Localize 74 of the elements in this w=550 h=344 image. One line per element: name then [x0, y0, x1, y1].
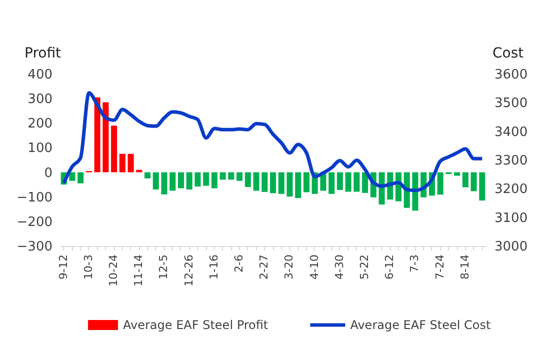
x-tick-label: 2-6 [232, 254, 246, 272]
y-tick-label: −200 [16, 214, 52, 230]
y-axis-title: Profit [24, 46, 62, 62]
y2-tick-label: 3200 [494, 182, 528, 198]
x-tick-label: 12-26 [182, 254, 196, 286]
bar [270, 172, 276, 194]
y-tick-label: −100 [16, 190, 52, 206]
x-tick-label: 11-14 [132, 254, 146, 286]
bar [253, 172, 260, 191]
x-tick-label: 8-14 [458, 254, 472, 280]
y-tick-label: 300 [28, 92, 52, 108]
x-tick-label: 4-30 [332, 254, 346, 280]
y2-tick-label: 3100 [494, 210, 528, 226]
bar [161, 172, 168, 194]
y2-tick-label: 3500 [494, 96, 528, 112]
bar [295, 172, 302, 198]
y-tick-label: 200 [28, 116, 52, 132]
bar [236, 172, 243, 181]
bar [194, 172, 201, 187]
x-tick-label: 3-20 [282, 254, 296, 280]
bar [328, 172, 335, 194]
x-tick-label: 2-27 [258, 254, 271, 280]
bar [186, 172, 192, 190]
bar [228, 172, 234, 180]
bar [203, 172, 210, 186]
bar [336, 172, 343, 190]
y2-tick-label: 3300 [494, 154, 528, 168]
bar [136, 170, 142, 172]
bar [69, 172, 76, 181]
bar [303, 172, 310, 192]
y-tick-label: 400 [28, 68, 52, 82]
bar [128, 154, 134, 172]
bar [78, 172, 84, 184]
bar [345, 172, 352, 192]
bar [278, 172, 284, 194]
bar [152, 172, 159, 190]
bar [286, 172, 293, 197]
x-tick-label: 5-22 [358, 254, 372, 280]
bar [262, 172, 268, 192]
bar [94, 97, 100, 172]
bar [170, 172, 176, 191]
x-tick-label: 9-12 [56, 254, 70, 280]
bar [220, 172, 226, 180]
legend-label: Average EAF Steel Cost [350, 318, 492, 332]
bar [479, 172, 486, 201]
x-tick-label: 7-3 [408, 254, 422, 272]
bar [211, 172, 218, 188]
bar [437, 172, 444, 195]
bar [119, 154, 126, 172]
y-tick-label: −300 [16, 240, 52, 254]
y-tick-label: 0 [44, 166, 52, 181]
bar [354, 172, 360, 192]
bar [102, 102, 109, 172]
bar [470, 172, 477, 192]
bar [244, 172, 251, 188]
bar [178, 172, 184, 188]
x-tick-label: 7-24 [433, 254, 446, 280]
x-tick-label: 4-10 [308, 254, 321, 280]
y2-tick-label: 3000 [494, 240, 528, 254]
legend-label: Average EAF Steel Profit [123, 318, 268, 332]
y2-tick-label: 3600 [494, 68, 528, 82]
x-tick-label: 6-12 [383, 254, 396, 280]
bar [111, 126, 118, 172]
x-tick-label: 10-3 [82, 254, 95, 280]
x-tick-label: 12-5 [157, 254, 170, 280]
y-tick-label: 100 [28, 141, 52, 156]
bar [362, 172, 368, 193]
x-tick-label: 1-16 [207, 254, 220, 280]
y2-tick-label: 3400 [494, 124, 528, 140]
y2-axis-title: Cost [492, 46, 524, 62]
bar [462, 172, 468, 188]
line-series [62, 91, 484, 192]
bar [144, 172, 151, 178]
x-tick-label: 10-24 [107, 254, 120, 286]
